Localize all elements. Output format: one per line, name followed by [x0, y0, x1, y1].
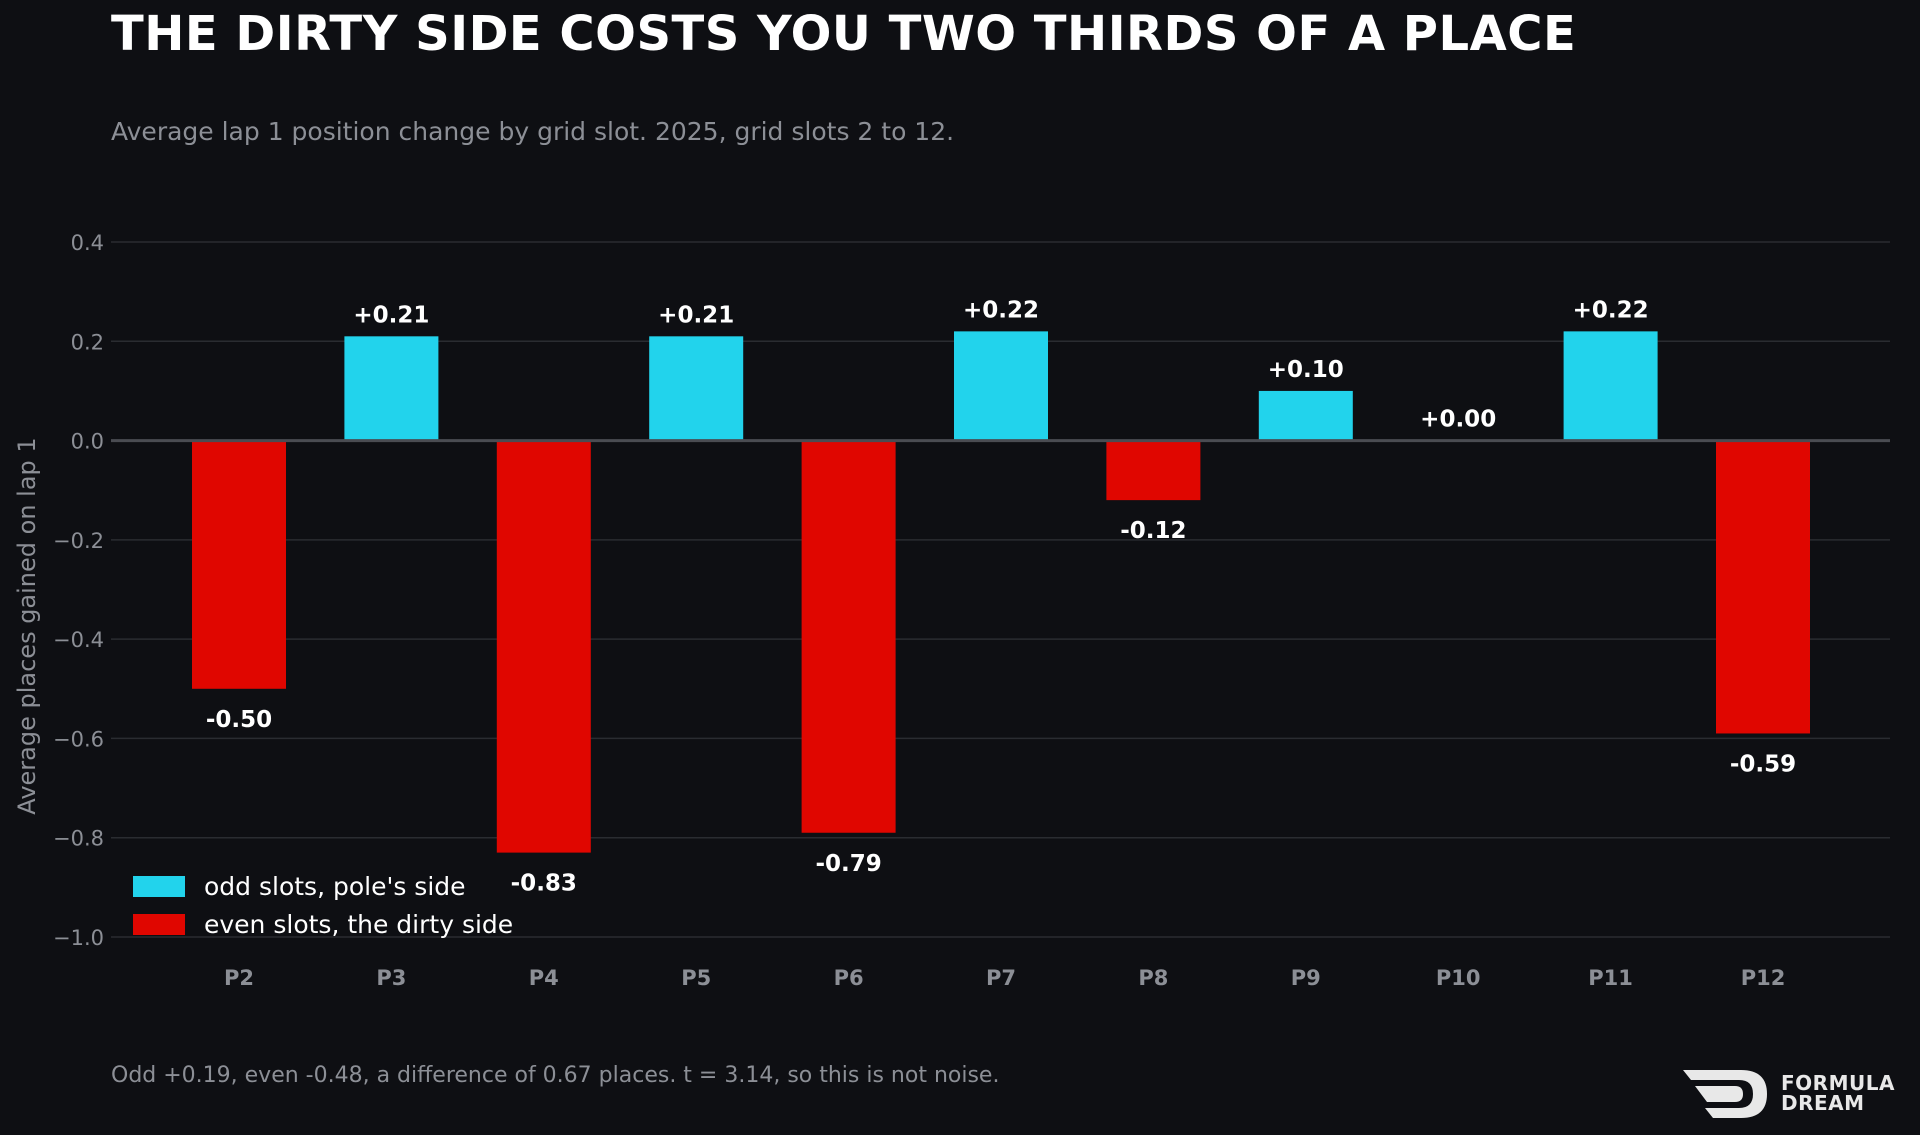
y-tick-label: 0.2 [71, 330, 104, 354]
value-label-p7: +0.22 [963, 297, 1039, 323]
x-tick-label-p12: P12 [1741, 966, 1786, 990]
x-tick-label-p10: P10 [1436, 966, 1481, 990]
y-tick-label: −0.8 [53, 827, 104, 851]
value-label-p8: -0.12 [1120, 518, 1186, 544]
footnote: Odd +0.19, even -0.48, a difference of 0… [111, 1063, 1000, 1088]
x-tick-label-p2: P2 [224, 966, 254, 990]
value-label-p5: +0.21 [658, 302, 734, 328]
legend-swatch-odd [133, 876, 185, 897]
value-label-p9: +0.10 [1268, 357, 1344, 383]
value-labels: -0.50 +0.21 -0.83 +0.21 -0.79 +0.22 -0.12 +0.10… [206, 297, 1796, 896]
bar-p2 [192, 440, 286, 689]
bar-p3 [344, 336, 439, 441]
brand-line-2: DREAM [1781, 1091, 1865, 1115]
x-tick-label-p4: P4 [529, 966, 559, 990]
y-axis-label: Average places gained on lap 1 [13, 437, 41, 814]
formula-dream-logo-icon [1683, 1070, 1767, 1118]
bar-p4 [496, 440, 591, 853]
brand-line-1: FORMULA [1781, 1071, 1895, 1095]
x-tick-label-p8: P8 [1138, 966, 1168, 990]
y-tick-label: −0.2 [53, 529, 104, 553]
y-tick-label: −1.0 [53, 926, 104, 950]
x-tick-label-p9: P9 [1291, 966, 1321, 990]
value-label-p11: +0.22 [1573, 297, 1649, 323]
x-tick-label-p7: P7 [986, 966, 1016, 990]
legend-label-even: even slots, the dirty side [204, 910, 513, 939]
x-tick-label-p5: P5 [681, 966, 711, 990]
brand-wordmark: FORMULA DREAM [1781, 1073, 1895, 1113]
bar-p8 [1106, 440, 1201, 501]
y-tick-label: −0.6 [53, 727, 104, 751]
value-label-p4: -0.83 [511, 871, 577, 897]
bars [192, 331, 1810, 853]
bar-p5 [649, 336, 744, 441]
y-tick-label: −0.4 [53, 628, 104, 652]
y-axis-ticks: 0.4 0.2 0.0 −0.2 −0.4 −0.6 −0.8 −1.0 [53, 231, 104, 950]
bar-p7 [954, 331, 1048, 441]
chart-subtitle: Average lap 1 position change by grid sl… [111, 117, 955, 146]
bar-p11 [1563, 331, 1658, 441]
legend-swatch-even [133, 914, 185, 935]
x-tick-label-p6: P6 [834, 966, 864, 990]
bar-p6 [801, 440, 896, 833]
x-tick-label-p3: P3 [376, 966, 406, 990]
grid-lines [111, 241, 1890, 938]
bar-p12 [1716, 440, 1810, 734]
x-axis-ticks: P2 P3 P4 P5 P6 P7 P8 P9 P10 P11 P12 [224, 966, 1785, 990]
value-label-p12: -0.59 [1730, 751, 1796, 777]
value-label-p6: -0.79 [815, 851, 881, 877]
x-tick-label-p11: P11 [1588, 966, 1633, 990]
legend-label-odd: odd slots, pole's side [204, 872, 466, 901]
value-label-p2: -0.50 [206, 707, 272, 733]
y-tick-label: 0.0 [71, 430, 104, 454]
bar-p9 [1258, 390, 1353, 441]
y-tick-label: 0.4 [71, 231, 104, 255]
chart-title: THE DIRTY SIDE COSTS YOU TWO THIRDS OF A… [111, 6, 1577, 62]
legend: odd slots, pole's side even slots, the d… [133, 872, 513, 939]
value-label-p10: +0.00 [1420, 407, 1496, 433]
value-label-p3: +0.21 [353, 302, 429, 328]
